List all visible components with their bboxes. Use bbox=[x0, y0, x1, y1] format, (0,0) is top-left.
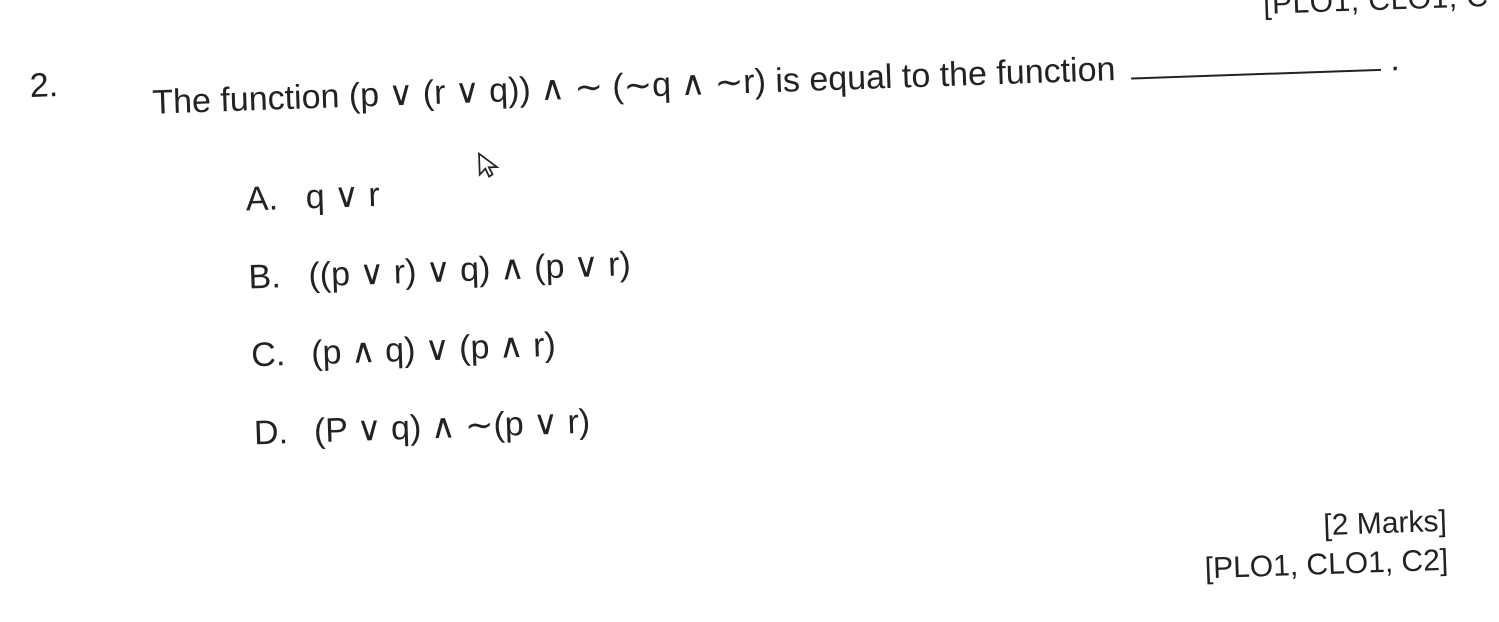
stem-prefix: The function bbox=[152, 77, 350, 122]
option-b-text: ((p ∨ r) ∨ q) ∧ (p ∨ r) bbox=[308, 244, 632, 295]
question-stem: The function (p ∨ (r ∨ q)) ∧ ∼ (∼q ∧ ∼r)… bbox=[152, 35, 1472, 127]
option-a-letter: A. bbox=[245, 178, 306, 219]
footer-tags: [PLO1, CLO1, C2] bbox=[1204, 541, 1449, 588]
option-c-letter: C. bbox=[251, 334, 312, 375]
stem-expression: (p ∨ (r ∨ q)) ∧ ∼ (∼q ∧ ∼r) bbox=[348, 62, 766, 115]
option-a[interactable]: A. q ∨ r bbox=[245, 166, 629, 219]
exam-page: [PLO1, CLO1, C 2. The function (p ∨ (r ∨… bbox=[0, 0, 1499, 622]
option-d-letter: D. bbox=[253, 412, 314, 453]
footer: [2 Marks] [PLO1, CLO1, C2] bbox=[1203, 502, 1449, 588]
stem-mid: is equal to the function bbox=[775, 50, 1126, 100]
option-d-text: (P ∨ q) ∧ ∼(p ∨ r) bbox=[313, 402, 591, 452]
option-b-letter: B. bbox=[248, 256, 309, 297]
question-number: 2. bbox=[29, 66, 59, 106]
stem-suffix: . bbox=[1389, 40, 1400, 78]
option-c-text: (p ∧ q) ∨ (p ∧ r) bbox=[311, 325, 557, 374]
option-c[interactable]: C. (p ∧ q) ∨ (p ∧ r) bbox=[251, 322, 635, 375]
header-tag: [PLO1, CLO1, C bbox=[1263, 0, 1489, 22]
option-b[interactable]: B. ((p ∨ r) ∨ q) ∧ (p ∨ r) bbox=[248, 244, 632, 297]
option-a-text: q ∨ r bbox=[305, 175, 380, 218]
options-list: A. q ∨ r B. ((p ∨ r) ∨ q) ∧ (p ∨ r) C. (… bbox=[244, 128, 637, 453]
option-d[interactable]: D. (P ∨ q) ∧ ∼(p ∨ r) bbox=[253, 400, 637, 453]
answer-blank bbox=[1131, 69, 1381, 80]
